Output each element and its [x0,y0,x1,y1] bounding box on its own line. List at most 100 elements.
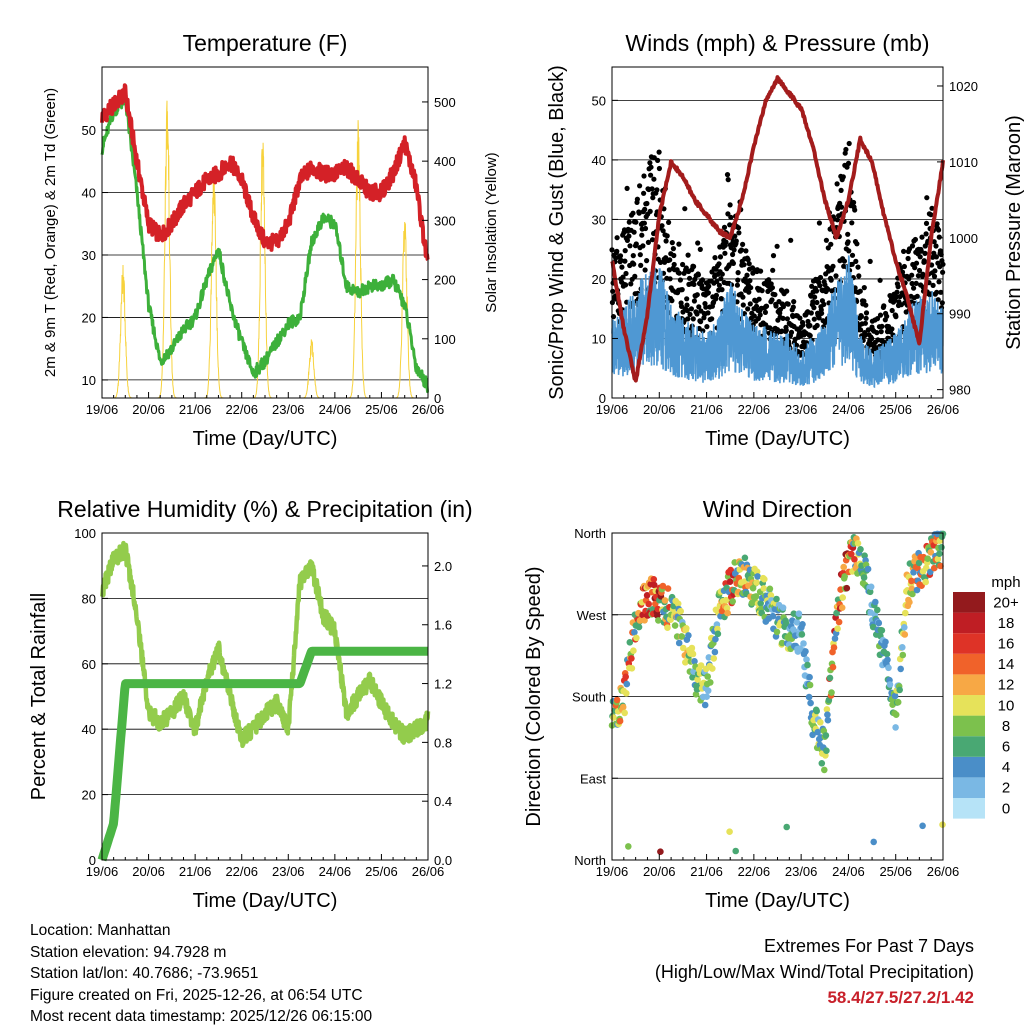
x-tick-label: 23/06 [272,864,305,879]
station-info: Location: Manhattan Station elevation: 9… [30,920,372,1028]
direction-point [757,600,764,607]
gust-point [716,282,723,288]
direction-point [870,838,877,846]
recent-data-text: Most recent data timestamp: 2025/12/26 0… [30,1008,373,1025]
y-right-tick-label: 0 [434,391,441,406]
gust-point [917,254,923,260]
direction-point [628,655,635,662]
direction-point [631,629,638,636]
gust-point [784,288,790,294]
direction-point [831,635,839,642]
direction-point [872,598,879,606]
gust-point [769,285,776,291]
gust-point [877,277,883,283]
y-axis-right-label: Solar Insolation (Yellow) [483,152,500,312]
y-right-tick-label: 0.8 [434,735,452,750]
gust-point [785,301,791,307]
gust-point [651,176,657,182]
colorbar-label: 16 [998,636,1015,653]
x-tick-label: 20/06 [643,402,676,417]
direction-point [883,650,891,658]
direction-point [901,624,908,631]
y-right-tick-label: 1000 [949,231,978,246]
direction-point [936,550,943,557]
gust-point [639,232,645,238]
gust-point [857,288,863,294]
direction-point [833,609,840,617]
gust-point [757,312,763,318]
gust-point [630,253,636,259]
direction-point [635,623,643,631]
gust-point [769,297,775,303]
gust-point [800,322,806,328]
gust-point [858,327,864,333]
gust-point [931,239,937,245]
direction-point [814,728,821,736]
x-tick-label: 23/06 [785,402,818,417]
gust-point [633,219,639,225]
gust-point [691,298,698,304]
colorbar-label: 14 [998,656,1015,673]
gust-point [660,228,666,234]
gust-point [648,172,654,178]
gust-point [813,288,820,294]
colorbar-label: 4 [1002,759,1010,776]
direction-point [773,628,781,636]
gust-point [823,237,830,243]
y-tick-label: 30 [592,212,606,227]
gust-point [624,185,630,191]
direction-point [623,690,630,697]
direction-point [835,618,843,626]
direction-point [841,573,848,580]
gust-point [624,237,631,243]
gust-point [750,322,756,328]
direction-point [892,711,900,718]
direction-point [616,717,624,725]
x-tick-label: 21/06 [690,864,723,879]
gust-point [642,225,649,232]
direction-point [760,585,768,592]
colorbar-label: 12 [998,677,1015,694]
direction-point [709,665,716,672]
extremes-subtitle: (High/Low/Max Wind/Total Precipitation) [654,962,974,982]
gust-point [889,326,895,332]
gust-point [912,265,918,271]
gust-point [933,243,939,249]
direction-point [937,562,944,570]
direction-point [906,598,913,606]
gust-point [772,292,778,298]
x-tick-label: 26/06 [412,402,445,417]
gust-point [894,289,900,295]
gust-point [863,315,869,321]
direction-point [830,644,838,651]
direction-point [723,604,731,612]
direction-point [894,698,902,706]
gust-point [679,287,685,293]
direction-point [685,632,692,639]
direction-point [914,564,921,572]
gust-point [631,229,637,235]
gust-point [687,275,693,281]
x-tick-label: 24/06 [832,864,865,879]
y-tick-label: East [580,771,606,786]
gust-point [656,165,663,172]
y-right-tick-label: 980 [949,383,971,398]
gust-point [762,309,769,315]
direction-point [619,703,627,711]
direction-point [927,549,935,556]
direction-point [834,625,841,632]
gust-point [688,306,695,312]
direction-point [678,633,686,640]
direction-point [714,630,722,638]
gust-point [915,273,922,279]
gust-point [748,285,754,291]
gust-point [931,273,938,279]
gust-point [626,233,632,239]
gust-point [725,211,731,217]
gust-point [610,288,616,294]
y-right-tick-label: 1010 [949,155,978,170]
x-axis-label: Time (Day/UTC) [193,890,338,912]
gust-point [916,267,923,274]
direction-point [802,648,809,655]
direction-point [613,696,621,704]
